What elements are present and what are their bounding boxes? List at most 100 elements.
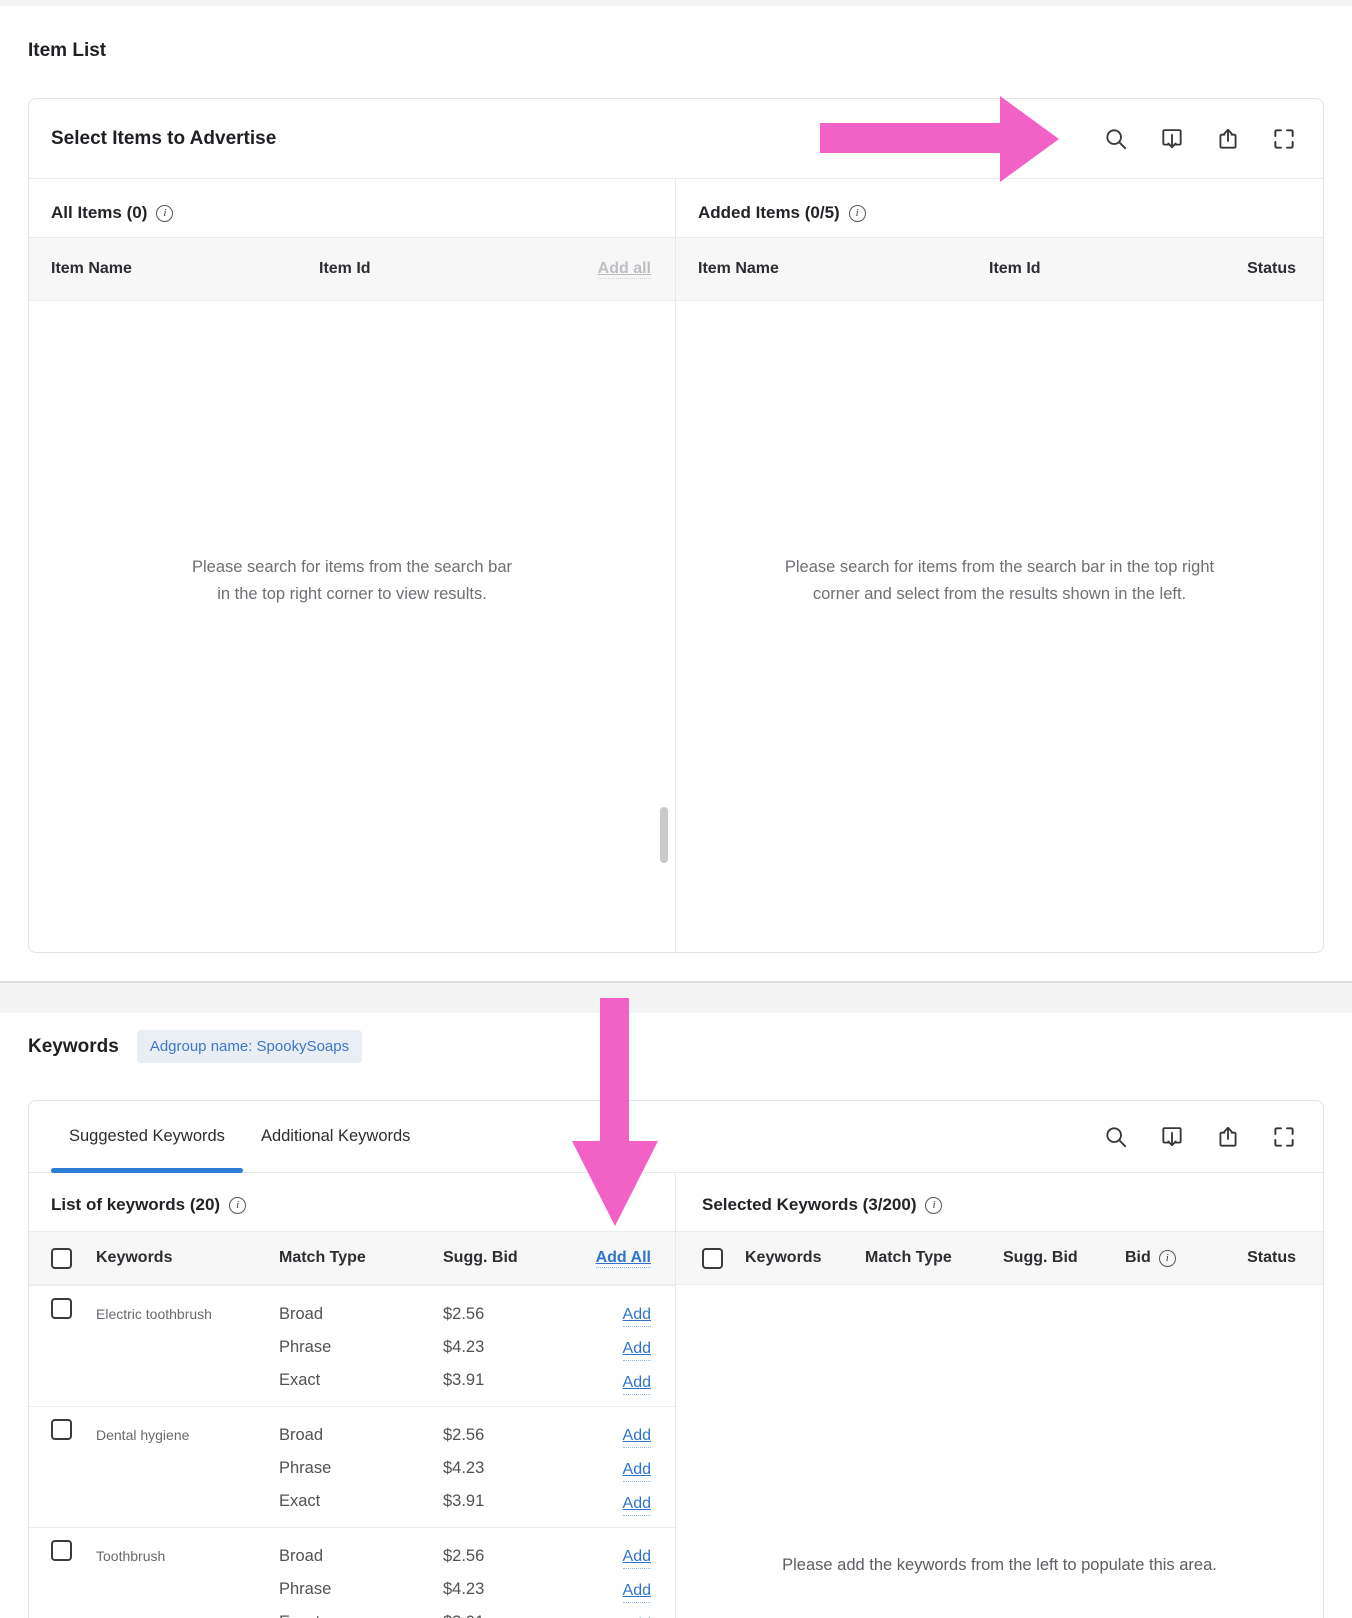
column-sugg-bid: Sugg. Bid	[1003, 1249, 1078, 1266]
list-of-keywords-heading-row: List of keywords (20) i	[29, 1173, 675, 1231]
export-icon	[1219, 1126, 1237, 1147]
top-divider-strip	[0, 0, 1352, 6]
column-item-name: Item Name	[51, 260, 132, 277]
sugg-bid: $4.23	[443, 1338, 485, 1356]
match-type: Phrase	[279, 1459, 332, 1477]
list-of-keywords-heading: List of keywords (20)	[51, 1195, 221, 1214]
keywords-tabs-row: Suggested Keywords Additional Keywords	[29, 1101, 1323, 1173]
keyword-checkbox[interactable]	[51, 1419, 72, 1440]
added-items-heading: Added Items (0/5)	[698, 203, 840, 222]
add-keyword-link[interactable]: Add	[622, 1493, 651, 1516]
match-type-stack: Broad Phrase Exact	[279, 1419, 443, 1518]
download-button[interactable]	[1159, 126, 1185, 152]
sugg-bid: $3.91	[443, 1371, 485, 1389]
sugg-bid: $3.91	[443, 1606, 553, 1618]
add-keyword-link[interactable]: Add	[622, 1580, 651, 1603]
add-keyword-link[interactable]: Add	[622, 1338, 651, 1361]
add-keyword-link[interactable]: Add	[623, 1614, 651, 1618]
info-icon[interactable]: i	[1158, 1249, 1176, 1267]
fullscreen-button[interactable]	[1271, 1124, 1297, 1150]
adgroup-name-badge: Adgroup name: SpookySoaps	[136, 1030, 363, 1063]
column-keywords: Keywords	[745, 1249, 822, 1266]
column-item-id: Item Id	[319, 260, 371, 277]
select-all-selected-checkbox[interactable]	[702, 1247, 723, 1269]
scrollbar-thumb[interactable]	[660, 807, 668, 863]
items-split-panels: All Items (0) i Item Name Item Id Add al…	[29, 179, 1323, 952]
column-keywords: Keywords	[96, 1249, 173, 1266]
match-type: Exact	[279, 1606, 443, 1618]
selected-keywords-panel: Selected Keywords (3/200) i Keywords Mat…	[676, 1173, 1323, 1618]
add-all-keywords-link[interactable]: Add All	[595, 1248, 651, 1268]
fullscreen-button[interactable]	[1271, 126, 1297, 152]
add-keyword-link[interactable]: Add	[622, 1459, 651, 1482]
column-status: Status	[1247, 260, 1296, 277]
sugg-bid: $2.56	[443, 1426, 485, 1444]
add-link-stack: Add Add Add	[622, 1419, 651, 1521]
selected-keywords-heading: Selected Keywords (3/200)	[702, 1195, 917, 1214]
suggested-table-header: Keywords Match Type Sugg. Bid Add All	[29, 1231, 675, 1285]
keyword-name: Toothbrush	[96, 1548, 166, 1564]
keyword-checkbox[interactable]	[51, 1298, 72, 1319]
sugg-bid: $4.23	[443, 1580, 485, 1598]
add-keyword-link[interactable]: Add	[622, 1304, 651, 1327]
search-button[interactable]	[1103, 126, 1129, 152]
sugg-bid-stack: $2.56 $4.23 $3.91	[443, 1298, 553, 1397]
add-link-stack: Add Add Add	[622, 1540, 651, 1618]
column-status: Status	[1247, 1249, 1296, 1266]
selected-keywords-heading-row: Selected Keywords (3/200) i	[676, 1173, 1323, 1231]
sugg-bid: $4.23	[443, 1459, 485, 1477]
select-items-card: Select Items to Advertise	[28, 98, 1324, 953]
keywords-tabs: Suggested Keywords Additional Keywords	[51, 1101, 429, 1173]
tab-additional-keywords-label: Additional Keywords	[260, 1127, 411, 1145]
column-bid: Bid i	[1125, 1249, 1247, 1267]
export-button[interactable]	[1215, 126, 1241, 152]
added-items-panel: Added Items (0/5) i Item Name Item Id St…	[676, 179, 1323, 952]
keywords-card: Suggested Keywords Additional Keywords	[28, 1100, 1324, 1618]
tab-suggested-keywords[interactable]: Suggested Keywords	[51, 1101, 243, 1173]
info-icon[interactable]: i	[229, 1196, 247, 1214]
annotation-arrow-down-head	[572, 1141, 658, 1226]
all-items-table-header: Item Name Item Id Add all	[29, 237, 675, 301]
column-bid-label: Bid	[1125, 1249, 1151, 1266]
selected-table-header: Keywords Match Type Sugg. Bid Bid i Stat…	[676, 1231, 1323, 1285]
add-keyword-link[interactable]: Add	[622, 1425, 651, 1448]
download-button[interactable]	[1159, 1124, 1185, 1150]
sugg-bid-stack: $2.56 $4.23 $3.91	[443, 1419, 553, 1518]
search-button[interactable]	[1103, 1124, 1129, 1150]
sugg-bid: $2.56	[443, 1547, 485, 1565]
sugg-bid-stack: $2.56 $4.23 $3.91	[443, 1540, 553, 1618]
match-type-stack: Broad Phrase Exact	[279, 1540, 443, 1618]
info-icon[interactable]: i	[925, 1196, 943, 1214]
search-icon	[1106, 1126, 1127, 1147]
select-all-keywords-checkbox[interactable]	[51, 1247, 72, 1269]
column-item-id: Item Id	[989, 260, 1041, 277]
suggested-keywords-panel: List of keywords (20) i Keywords Match T…	[29, 1173, 676, 1618]
added-items-empty-state: Please search for items from the search …	[676, 301, 1323, 861]
keyword-row: Electric toothbrush Broad Phrase Exact $…	[29, 1285, 675, 1406]
match-type-stack: Broad Phrase Exact	[279, 1298, 443, 1397]
info-icon[interactable]: i	[156, 204, 174, 222]
column-match-type: Match Type	[865, 1249, 952, 1266]
download-icon	[1162, 128, 1182, 148]
match-type: Exact	[279, 1492, 321, 1510]
items-toolbar	[1103, 126, 1297, 152]
column-sugg-bid: Sugg. Bid	[443, 1249, 518, 1266]
keyword-row: Dental hygiene Broad Phrase Exact $2.56 …	[29, 1406, 675, 1527]
add-all-items-link[interactable]: Add all	[597, 259, 651, 279]
keywords-split-panels: List of keywords (20) i Keywords Match T…	[29, 1173, 1323, 1618]
download-icon	[1162, 1126, 1182, 1146]
add-keyword-link[interactable]: Add	[622, 1546, 651, 1569]
match-type: Broad	[279, 1547, 324, 1565]
selected-keywords-placeholder: Please add the keywords from the left to…	[782, 1555, 1217, 1574]
added-items-placeholder: Please search for items from the search …	[784, 557, 1215, 603]
active-tab-underline	[51, 1168, 243, 1173]
keyword-checkbox[interactable]	[51, 1540, 72, 1561]
tab-additional-keywords[interactable]: Additional Keywords	[243, 1101, 429, 1172]
select-items-card-title: Select Items to Advertise	[51, 127, 277, 149]
match-type: Phrase	[279, 1580, 332, 1598]
keywords-toolbar	[1103, 1124, 1297, 1150]
add-keyword-link[interactable]: Add	[622, 1372, 651, 1395]
export-button[interactable]	[1215, 1124, 1241, 1150]
info-icon[interactable]: i	[848, 204, 866, 222]
